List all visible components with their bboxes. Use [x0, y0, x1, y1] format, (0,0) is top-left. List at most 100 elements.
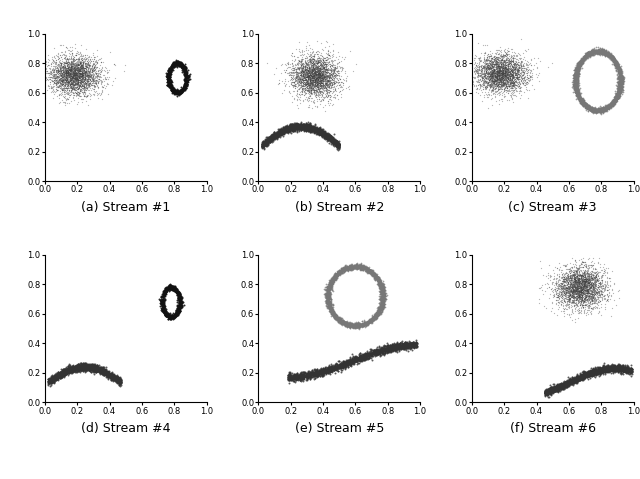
Point: [317, 372, 327, 379]
Point: [491, 84, 501, 92]
Point: [605, 364, 615, 371]
Point: [324, 283, 335, 290]
Point: [47, 74, 57, 81]
Point: [174, 291, 184, 299]
Point: [498, 68, 508, 76]
Point: [82, 84, 92, 92]
Point: [52, 76, 63, 84]
Point: [574, 308, 584, 316]
Point: [567, 264, 577, 272]
Point: [288, 123, 298, 130]
Point: [60, 57, 70, 64]
Point: [355, 320, 365, 328]
Point: [84, 64, 95, 72]
Point: [312, 128, 323, 136]
Point: [578, 100, 588, 107]
Point: [273, 129, 283, 137]
Point: [177, 60, 187, 68]
Point: [63, 79, 74, 86]
Point: [615, 84, 625, 92]
Point: [67, 366, 77, 374]
Point: [378, 300, 388, 308]
Point: [266, 133, 276, 141]
Point: [330, 138, 340, 146]
Point: [314, 79, 324, 87]
Point: [491, 63, 501, 70]
Point: [575, 298, 586, 306]
Point: [77, 60, 87, 68]
Point: [331, 79, 341, 86]
Point: [329, 313, 339, 321]
Point: [609, 55, 619, 62]
Point: [579, 282, 589, 290]
Point: [332, 272, 342, 280]
Point: [65, 70, 75, 78]
Point: [325, 280, 335, 288]
Point: [593, 368, 604, 376]
Point: [347, 263, 357, 271]
Point: [61, 66, 72, 74]
Point: [345, 322, 355, 330]
Point: [300, 83, 310, 91]
Point: [596, 290, 607, 298]
Point: [616, 82, 626, 90]
Point: [335, 266, 346, 274]
Point: [492, 76, 502, 84]
Point: [66, 364, 76, 371]
Point: [611, 59, 621, 67]
Point: [505, 67, 515, 75]
Point: [397, 342, 408, 350]
Point: [333, 266, 344, 274]
Point: [84, 69, 95, 77]
Point: [319, 64, 329, 72]
Point: [305, 372, 316, 379]
Point: [65, 66, 75, 74]
Point: [375, 283, 385, 290]
Point: [300, 90, 310, 98]
Point: [163, 284, 173, 291]
Point: [586, 295, 596, 302]
Point: [166, 312, 177, 319]
Point: [374, 349, 385, 356]
Point: [307, 74, 317, 82]
Point: [586, 304, 596, 312]
Point: [586, 276, 596, 284]
Point: [581, 293, 591, 301]
Point: [308, 75, 319, 82]
Point: [323, 299, 333, 307]
Point: [326, 79, 336, 87]
Point: [87, 360, 97, 368]
Point: [305, 78, 316, 85]
Point: [298, 373, 308, 380]
Point: [276, 127, 286, 135]
Point: [556, 291, 566, 298]
Point: [614, 69, 624, 77]
Point: [161, 310, 172, 318]
Point: [74, 61, 84, 68]
Point: [172, 311, 182, 319]
Point: [505, 79, 515, 86]
Point: [318, 73, 328, 80]
Point: [572, 72, 582, 80]
Point: [580, 52, 591, 59]
Point: [317, 46, 328, 54]
Point: [90, 57, 100, 65]
Point: [565, 268, 575, 276]
Point: [81, 93, 92, 101]
Point: [403, 347, 413, 354]
Point: [291, 375, 301, 382]
Point: [287, 123, 298, 131]
Point: [163, 310, 173, 318]
Point: [323, 284, 333, 291]
Point: [329, 313, 339, 320]
Point: [257, 140, 268, 148]
Point: [618, 77, 628, 84]
Point: [484, 76, 494, 84]
Point: [358, 263, 368, 271]
Point: [167, 286, 177, 294]
Point: [568, 287, 579, 295]
Point: [580, 269, 590, 277]
Point: [554, 282, 564, 290]
Point: [69, 74, 79, 82]
Point: [512, 52, 522, 60]
